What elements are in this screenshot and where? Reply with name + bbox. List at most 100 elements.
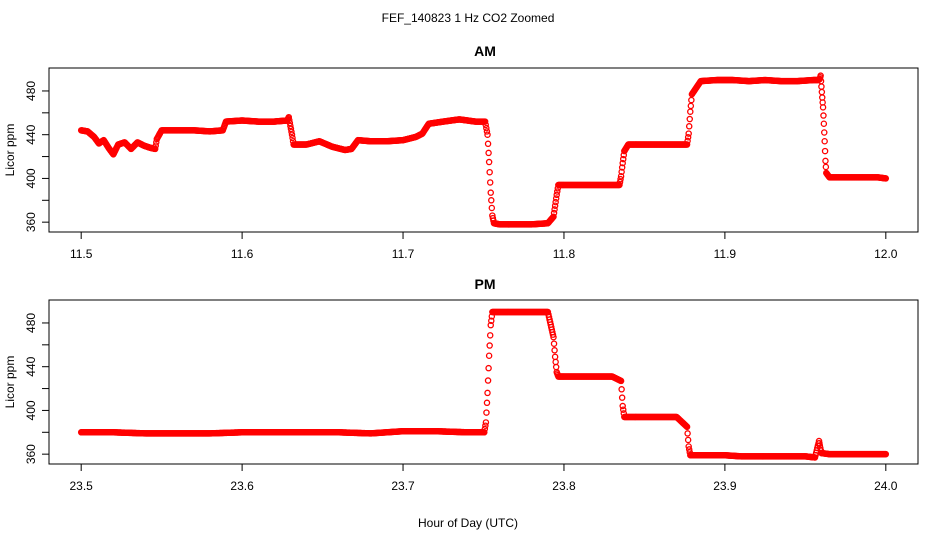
data-point [485,352,493,360]
panel-am-title: AM [474,43,496,59]
data-point [550,333,557,341]
x-tick-label: 12.0 [874,247,898,261]
data-point [684,133,692,141]
x-axis-label: Hour of Day (UTC) [418,516,518,530]
data-point [550,213,557,220]
data-point [617,172,625,180]
data-point [481,429,488,436]
data-point [483,128,491,135]
data-point [551,202,559,210]
data-point [551,206,558,213]
data-point [550,209,558,217]
data-point [550,340,558,347]
data-point [683,141,691,148]
data-point [688,96,695,104]
data-point [882,450,890,458]
data-point [684,436,692,444]
data-point [486,342,493,349]
y-tick-label: 440 [24,356,38,376]
data-point [618,168,625,176]
data-point [485,364,492,372]
data-point [819,104,827,111]
data-point [488,317,495,325]
data-point [552,363,560,371]
x-tick-label: 11.8 [553,247,576,261]
x-tick-label: 11.7 [392,247,415,261]
data-point [285,113,293,121]
data-point [287,122,294,130]
data-point [619,402,626,410]
data-point [481,118,489,125]
data-point [618,386,625,393]
data-point [684,430,691,437]
panel-pm: PM Licor ppm 23.5 23.6 23.7 23.8 23.9 24.0 360… [3,276,919,493]
y-tick-label: 480 [24,81,38,101]
x-tick-label: 11.5 [70,247,93,261]
x-tick-label: 23.8 [552,479,576,493]
data-point [821,147,829,155]
panel-pm-frame [48,299,919,465]
data-point [554,188,561,195]
data-point [619,159,626,167]
x-tick-label: 11.9 [714,247,737,261]
data-point [487,189,494,196]
data-point [484,377,492,384]
data-point [619,155,627,163]
data-point [151,145,159,153]
data-point [551,347,558,354]
data-point [483,409,490,416]
data-point [552,195,560,202]
data-point [287,125,295,133]
data-point [485,158,493,166]
data-point [685,130,692,137]
data-point [618,394,626,401]
data-point [821,129,828,136]
data-point [616,178,624,186]
data-point [484,131,491,138]
data-point [818,83,825,90]
data-point [485,149,492,157]
data-point [882,175,890,182]
data-point [820,120,828,128]
data-point [684,137,691,145]
panel-pm-ylabel: Licor ppm [3,356,17,409]
data-point [482,121,489,129]
panel-am-frame [48,67,919,233]
x-tick-label: 24.0 [874,479,898,493]
y-tick-label: 360 [24,212,38,232]
panel-am-points [77,72,890,228]
x-tick-label: 23.5 [70,479,94,493]
data-point [683,423,691,431]
data-point [686,115,694,123]
data-point [483,399,491,407]
data-point [818,88,826,96]
data-point [685,123,693,130]
data-point [687,108,694,115]
data-point [152,142,159,149]
data-point [488,197,495,204]
data-point [617,377,625,385]
data-point [820,112,827,119]
y-tick-label: 400 [24,400,38,420]
data-point [288,128,295,136]
panel-am-ylabel: Licor ppm [3,124,17,177]
data-point [486,168,493,176]
data-point [484,140,492,148]
data-point [685,443,692,450]
panel-pm-title: PM [475,276,496,292]
data-point [483,124,490,132]
data-point [484,389,491,397]
data-point [487,321,494,329]
data-point [553,191,560,199]
data-point [481,425,489,433]
data-point [822,157,829,165]
data-point [617,175,624,183]
x-tick-label: 23.7 [391,479,415,493]
panel-pm-axes: 23.5 23.6 23.7 23.8 23.9 24.0 360 400 440 480 [24,313,898,493]
panel-am-axes: 11.5 11.6 11.7 11.8 11.9 12.0 360 400 440 480 [24,81,898,261]
figure-title: FEF_140823 1 Hz CO2 Zoomed [382,11,555,25]
data-point [482,419,490,426]
x-tick-label: 11.6 [231,247,254,261]
data-point [616,181,623,189]
